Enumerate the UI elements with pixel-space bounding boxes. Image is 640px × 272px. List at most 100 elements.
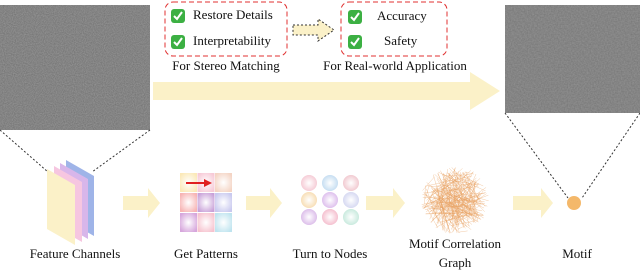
node-glow xyxy=(322,192,338,208)
graph-edge xyxy=(433,212,456,214)
graph-edge xyxy=(430,186,446,206)
graph-edge xyxy=(439,204,459,223)
graph-edge xyxy=(451,200,476,234)
node-glow xyxy=(343,175,359,191)
graph-edge xyxy=(458,218,462,221)
graph-edge xyxy=(441,188,443,205)
pattern-glow xyxy=(215,173,232,192)
node-glow xyxy=(322,209,338,225)
graph-edge xyxy=(432,177,477,221)
pattern-glow xyxy=(215,213,232,232)
graph-edge xyxy=(429,171,451,220)
node-glow xyxy=(343,209,359,225)
graph-edge xyxy=(458,194,488,207)
graph-edge xyxy=(434,201,439,215)
graph-edge xyxy=(447,172,485,212)
graph-edge xyxy=(464,180,475,191)
graph-edge xyxy=(458,188,469,210)
graph-edge xyxy=(422,176,435,191)
graph-edge xyxy=(465,171,474,175)
graph-edge xyxy=(432,183,470,221)
graph-edge xyxy=(449,167,476,198)
graph-edge xyxy=(437,169,448,222)
graph-edge xyxy=(435,171,473,214)
graph-edge xyxy=(442,173,473,191)
graph-edge xyxy=(461,178,471,182)
graph-edge xyxy=(473,181,475,223)
graph-edge xyxy=(468,206,470,220)
main-arrow xyxy=(153,72,500,110)
node-glow xyxy=(343,192,359,208)
graph-edge xyxy=(426,208,438,229)
pattern-glow xyxy=(215,193,232,212)
benefit: Interpretability xyxy=(193,33,271,48)
graph-edge xyxy=(422,194,473,211)
graph-edge xyxy=(424,185,426,205)
application-box xyxy=(340,1,448,57)
check-mark xyxy=(350,37,360,47)
correlation-graph xyxy=(421,167,489,234)
graph-edge xyxy=(446,203,482,220)
pattern-glow xyxy=(197,213,215,232)
graph-edge xyxy=(422,185,472,209)
step-label: Feature Channels xyxy=(30,246,121,261)
node-glow xyxy=(301,192,317,208)
graph-edge xyxy=(441,216,460,233)
caption: For Real-world Application xyxy=(323,58,467,73)
graph-edge xyxy=(443,212,479,222)
graph-edge xyxy=(453,186,476,223)
graph-edge xyxy=(452,176,486,192)
graph-edge xyxy=(430,190,451,205)
step-label: Graph xyxy=(439,255,472,270)
graph-edge xyxy=(437,187,445,231)
check-mark xyxy=(173,11,183,21)
graph-edge xyxy=(443,177,457,226)
graph-edge xyxy=(455,171,470,227)
zoom-lines xyxy=(0,112,640,199)
step-arrow xyxy=(366,188,405,218)
node-glow xyxy=(301,175,317,191)
caption: For Stereo Matching xyxy=(172,58,280,73)
graph-edge xyxy=(431,205,444,229)
pattern-glow xyxy=(180,193,197,212)
graph-edge xyxy=(438,197,481,220)
graph-edge xyxy=(436,194,457,204)
graph-edge xyxy=(434,174,478,215)
motif-dot xyxy=(567,196,581,210)
graph-edge xyxy=(447,186,461,196)
node-glow xyxy=(322,175,338,191)
step-label: Motif xyxy=(562,246,592,261)
graph-edge xyxy=(425,212,463,215)
graph-edge xyxy=(436,182,455,226)
node-glow xyxy=(301,209,317,225)
benefit: Accuracy xyxy=(377,8,427,23)
step-arrow xyxy=(123,188,160,218)
graph-edge xyxy=(437,190,475,204)
graph-edge xyxy=(441,210,443,231)
graph-edge xyxy=(424,192,455,227)
step-arrow xyxy=(246,188,282,218)
check-mark xyxy=(350,12,360,22)
graph-edge xyxy=(426,188,440,224)
step-label: Turn to Nodes xyxy=(293,246,368,261)
graph-edge xyxy=(431,193,449,227)
graph-edge xyxy=(442,169,456,183)
graph-edge xyxy=(458,225,467,230)
graph-edge xyxy=(426,204,451,234)
graph-edge xyxy=(438,183,459,204)
benefit: Restore Details xyxy=(193,7,273,22)
graph-edge xyxy=(423,192,451,209)
patterns xyxy=(180,173,232,232)
graph-edge xyxy=(440,170,467,228)
graph-edge xyxy=(452,203,454,232)
graph-edge xyxy=(453,195,475,202)
graph-edge xyxy=(442,212,457,217)
pattern-glow xyxy=(197,193,215,212)
step-label: Get Patterns xyxy=(174,246,238,261)
step-label: Motif Correlation xyxy=(409,236,502,251)
benefit: Safety xyxy=(384,33,418,48)
graph-edge xyxy=(458,172,481,201)
graph-edge xyxy=(425,185,430,200)
red-arrowhead xyxy=(204,179,212,187)
